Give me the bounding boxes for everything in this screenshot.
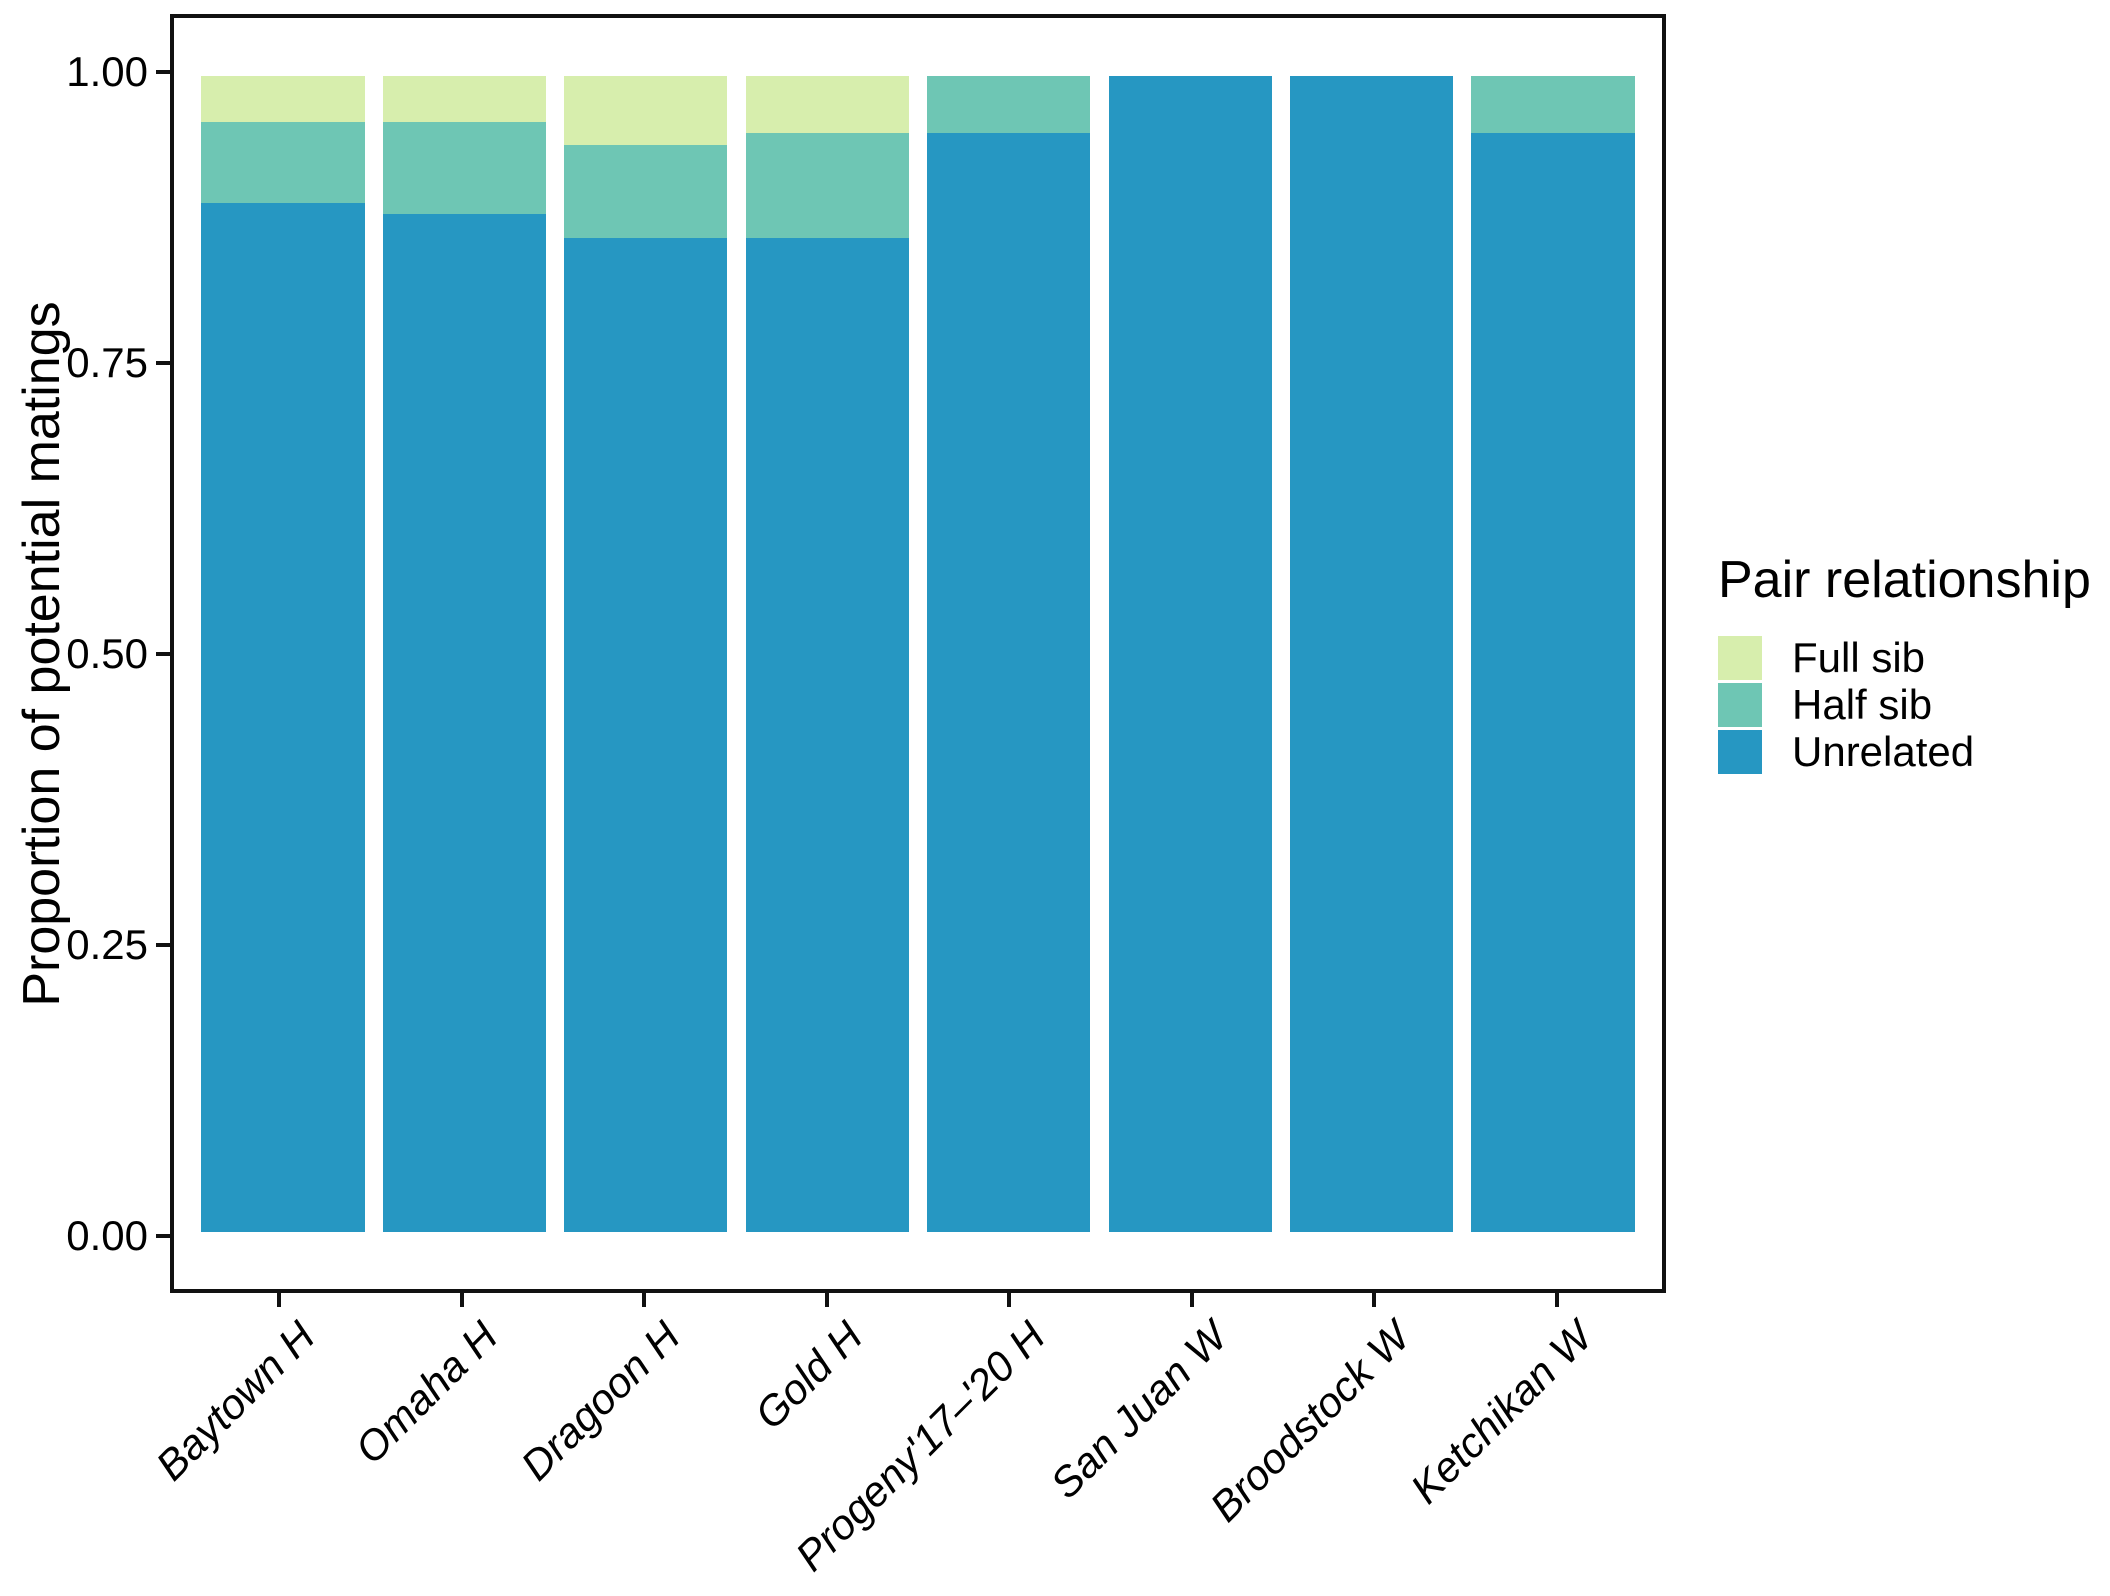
bar-segment-full-sib xyxy=(382,75,546,122)
legend-label-full-sib: Full sib xyxy=(1792,633,1926,681)
legend-item-full-sib: Full sib xyxy=(1718,634,2091,681)
plot-panel xyxy=(170,14,1666,1293)
legend-label-unrelated: Unrelated xyxy=(1792,727,1975,775)
bar-segment-half-sib xyxy=(745,133,909,238)
x-tick-mark xyxy=(1007,1293,1012,1307)
bar-segment-half-sib xyxy=(1471,75,1635,134)
legend: Pair relationship Full sib Half sib Unrela… xyxy=(1718,552,2091,775)
y-tick-label: 1.00 xyxy=(66,47,148,95)
y-tick-label: 0.50 xyxy=(66,629,148,677)
bar-segment-half-sib xyxy=(927,75,1091,134)
bar-gold-h xyxy=(745,75,909,1233)
x-tick-label-dragoon-h: Dragoon H xyxy=(512,1312,689,1490)
bar-san-juan-w xyxy=(1108,75,1272,1233)
y-tick-mark xyxy=(156,1233,170,1238)
bar-baytown-h xyxy=(201,75,365,1233)
legend-swatch-full-sib xyxy=(1718,635,1762,680)
x-tick-mark xyxy=(1554,1293,1559,1307)
x-tick-mark xyxy=(642,1293,647,1307)
bar-segment-half-sib xyxy=(382,121,546,215)
bar-segment-unrelated xyxy=(1108,75,1272,1233)
x-tick-label-ketchikan-w: Ketchikan W xyxy=(1401,1312,1602,1513)
bar-progeny-17-20-h xyxy=(927,75,1091,1233)
y-tick-mark xyxy=(156,942,170,947)
legend-item-half-sib: Half sib xyxy=(1718,681,2091,728)
bar-ketchikan-w xyxy=(1471,75,1635,1233)
bar-broodstock-w xyxy=(1290,75,1454,1233)
legend-items: Full sib Half sib Unrelated xyxy=(1718,634,2091,775)
x-tick-label-baytown-h: Baytown H xyxy=(147,1312,324,1490)
x-tick-label-omaha-h: Omaha H xyxy=(346,1312,507,1473)
legend-swatch-half-sib xyxy=(1718,682,1762,727)
x-tick-mark xyxy=(1372,1293,1377,1307)
x-tick-mark xyxy=(277,1293,282,1307)
bar-segment-half-sib xyxy=(201,121,365,203)
bar-segment-unrelated xyxy=(564,237,728,1233)
legend-title: Pair relationship xyxy=(1718,551,2091,609)
y-tick-label: 0.25 xyxy=(66,920,148,968)
bar-segment-unrelated xyxy=(201,202,365,1233)
bar-segment-half-sib xyxy=(564,144,728,238)
y-tick-mark xyxy=(156,651,170,656)
y-tick-label: 0.00 xyxy=(66,1211,148,1259)
bar-segment-unrelated xyxy=(1471,133,1635,1233)
bar-dragoon-h xyxy=(564,75,728,1233)
bar-segment-unrelated xyxy=(745,237,909,1233)
bar-segment-unrelated xyxy=(382,214,546,1233)
bar-segment-unrelated xyxy=(1290,75,1454,1233)
x-tick-mark xyxy=(459,1293,464,1307)
bar-segment-full-sib xyxy=(745,75,909,134)
y-tick-mark xyxy=(156,69,170,74)
x-tick-mark xyxy=(1189,1293,1194,1307)
legend-label-half-sib: Half sib xyxy=(1792,680,1933,728)
bar-segment-full-sib xyxy=(564,75,728,145)
x-tick-label-san-juan-w: San Juan W xyxy=(1041,1312,1237,1508)
legend-item-unrelated: Unrelated xyxy=(1718,728,2091,775)
x-tick-mark xyxy=(824,1293,829,1307)
bar-segment-full-sib xyxy=(201,75,365,122)
bar-segment-unrelated xyxy=(927,133,1091,1233)
y-tick-label: 0.75 xyxy=(66,338,148,386)
y-tick-mark xyxy=(156,360,170,365)
legend-swatch-unrelated xyxy=(1718,729,1762,774)
x-tick-label-gold-h: Gold H xyxy=(745,1312,872,1438)
bar-omaha-h xyxy=(382,75,546,1233)
